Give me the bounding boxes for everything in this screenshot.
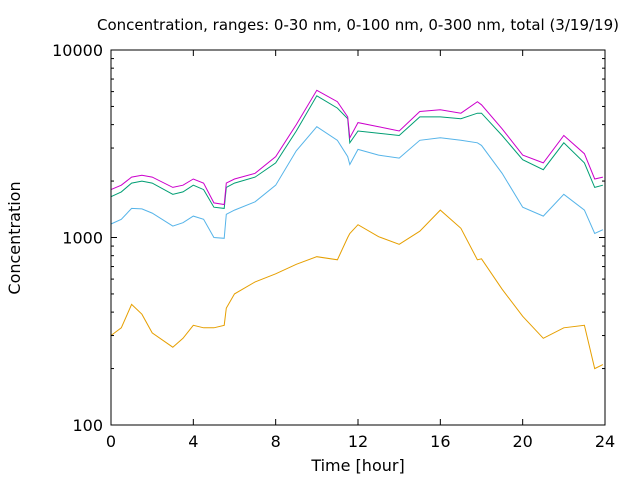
x-tick-label: 16 [430,432,450,451]
x-tick-label: 12 [348,432,368,451]
y-axis-label: Concentration [5,181,24,294]
series-line-1 [110,126,604,239]
series-line-0 [110,209,604,370]
tick-layer: 0 4 8 12 16 20 24 100 1000 10000 [52,41,615,451]
series-layer [110,89,604,370]
series-line-2 [110,95,604,209]
y-tick-label: 1000 [62,229,103,248]
chart-title: Concentration, ranges: 0-30 nm, 0-100 nm… [97,16,619,34]
x-axis-label: Time [hour] [310,456,404,475]
y-tick-label: 10000 [52,41,103,60]
x-tick-label: 4 [188,432,198,451]
plot-frame [110,49,606,426]
x-tick-label: 0 [106,432,116,451]
y-tick-label: 100 [72,416,103,435]
x-tick-label: 8 [271,432,281,451]
x-tick-label: 20 [512,432,532,451]
x-tick-label: 24 [595,432,615,451]
series-line-3 [110,89,604,206]
